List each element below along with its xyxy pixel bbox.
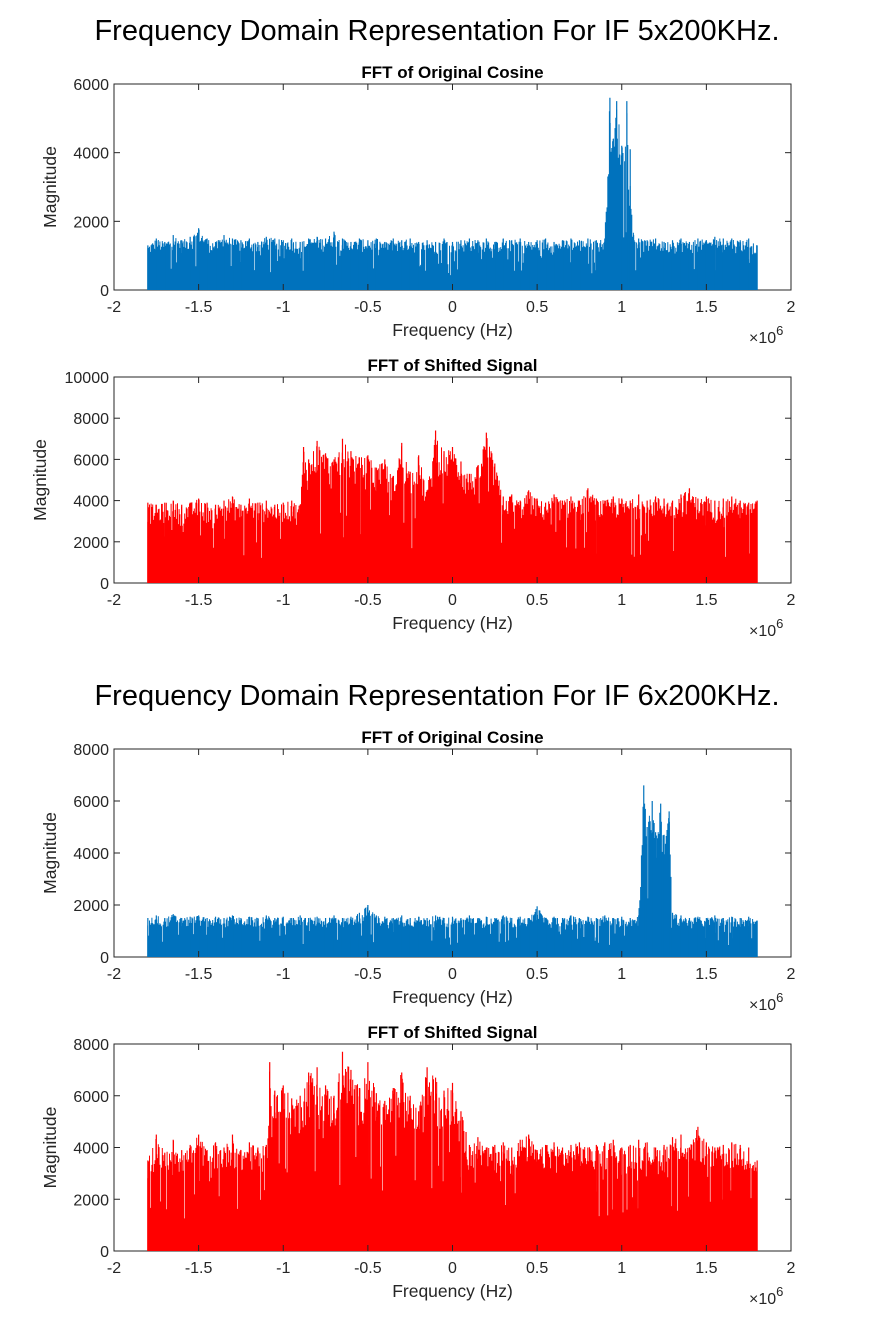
x-tick-label: 2 [787, 299, 796, 316]
x-tick-label: 0 [448, 592, 457, 609]
y-tick-label: 2000 [73, 1192, 109, 1209]
x-tick-label: -0.5 [354, 1260, 382, 1277]
y-axis-label: Magnitude [30, 439, 50, 521]
x-tick-label: 0 [448, 1260, 457, 1277]
y-tick-label: 6000 [73, 794, 109, 811]
chart-title: FFT of Original Cosine [361, 63, 543, 82]
x-tick-label: 0.5 [526, 592, 548, 609]
x-axis-label: Frequency (Hz) [392, 1281, 513, 1301]
y-tick-label: 0 [100, 1244, 109, 1261]
data-points [147, 1051, 758, 1251]
x-tick-label: -1 [276, 1260, 290, 1277]
x-exponent-label: ×106 [749, 990, 783, 1014]
x-tick-label: 2 [787, 592, 796, 609]
y-tick-label: 8000 [73, 1037, 109, 1054]
y-tick-label: 2000 [73, 535, 109, 552]
y-tick-label: 6000 [73, 452, 109, 469]
y-axis-label: Magnitude [40, 812, 60, 894]
y-tick-label: 4000 [73, 1141, 109, 1158]
x-tick-label: 1.5 [695, 1260, 717, 1277]
y-tick-label: 6000 [73, 1089, 109, 1106]
y-tick-label: 4000 [73, 146, 109, 163]
y-tick-label: 8000 [73, 411, 109, 428]
y-tick-label: 6000 [73, 77, 109, 94]
x-exponent-label: ×106 [749, 616, 783, 640]
x-tick-label: 2 [787, 966, 796, 983]
x-tick-label: 1 [617, 966, 626, 983]
chart-title: FFT of Original Cosine [361, 728, 543, 747]
data-points [147, 785, 758, 957]
x-tick-label: -0.5 [354, 966, 382, 983]
figure-title-2: Frequency Domain Representation For IF 6… [94, 680, 779, 712]
x-tick-label: 1 [617, 299, 626, 316]
y-tick-label: 0 [100, 283, 109, 300]
x-tick-label: -1.5 [185, 592, 213, 609]
y-tick-label: 2000 [73, 898, 109, 915]
x-tick-label: -1 [276, 299, 290, 316]
chart-title: FFT of Shifted Signal [368, 1023, 538, 1042]
figure-title-1: Frequency Domain Representation For IF 5… [94, 15, 779, 47]
x-tick-label: -1.5 [185, 966, 213, 983]
x-tick-label: -1 [276, 966, 290, 983]
x-tick-label: -2 [107, 592, 121, 609]
x-tick-label: -1.5 [185, 299, 213, 316]
x-tick-label: 1.5 [695, 966, 717, 983]
y-axis-label: Magnitude [40, 1107, 60, 1189]
x-tick-label: -0.5 [354, 592, 382, 609]
y-tick-label: 4000 [73, 494, 109, 511]
y-tick-label: 4000 [73, 846, 109, 863]
y-tick-label: 0 [100, 576, 109, 593]
x-tick-label: -0.5 [354, 299, 382, 316]
x-tick-label: -2 [107, 966, 121, 983]
chart-4: -2 -1.5 -1 -0.5 0 0.5 1 1.5 2 0 2000 4000 6000 8000 FF… [40, 1023, 796, 1308]
x-axis-label: Frequency (Hz) [392, 613, 513, 633]
x-tick-label: 1 [617, 592, 626, 609]
y-tick-label: 8000 [73, 742, 109, 759]
data-points [147, 430, 758, 583]
x-tick-label: -2 [107, 1260, 121, 1277]
y-tick-label: 10000 [65, 370, 110, 387]
x-tick-label: 0.5 [526, 299, 548, 316]
data-points [147, 97, 758, 290]
x-tick-label: 0 [448, 966, 457, 983]
x-exponent-label: ×106 [749, 1284, 783, 1308]
y-tick-label: 2000 [73, 214, 109, 231]
chart-1: -2 -1.5 -1 -0.5 0 0.5 1 1.5 2 0 2000 4000 6000 FFT of… [40, 63, 796, 347]
x-axis-label: Frequency (Hz) [392, 320, 513, 340]
chart-3: -2 -1.5 -1 -0.5 0 0.5 1 1.5 2 0 2000 4000 6000 8000 FF… [40, 728, 796, 1014]
x-tick-label: 1.5 [695, 592, 717, 609]
x-tick-label: -1 [276, 592, 290, 609]
x-tick-label: 1 [617, 1260, 626, 1277]
chart-title: FFT of Shifted Signal [368, 356, 538, 375]
x-axis-label: Frequency (Hz) [392, 987, 513, 1007]
y-tick-label: 0 [100, 950, 109, 967]
x-tick-label: 0.5 [526, 1260, 548, 1277]
x-tick-label: -1.5 [185, 1260, 213, 1277]
x-tick-label: 0.5 [526, 966, 548, 983]
x-tick-label: 2 [787, 1260, 796, 1277]
x-tick-label: 1.5 [695, 299, 717, 316]
x-exponent-label: ×106 [749, 323, 783, 347]
x-tick-label: 0 [448, 299, 457, 316]
y-axis-label: Magnitude [40, 146, 60, 228]
x-tick-label: -2 [107, 299, 121, 316]
chart-2: -2 -1.5 -1 -0.5 0 0.5 1 1.5 2 0 2000 4000 6000 8000 10… [30, 356, 796, 640]
